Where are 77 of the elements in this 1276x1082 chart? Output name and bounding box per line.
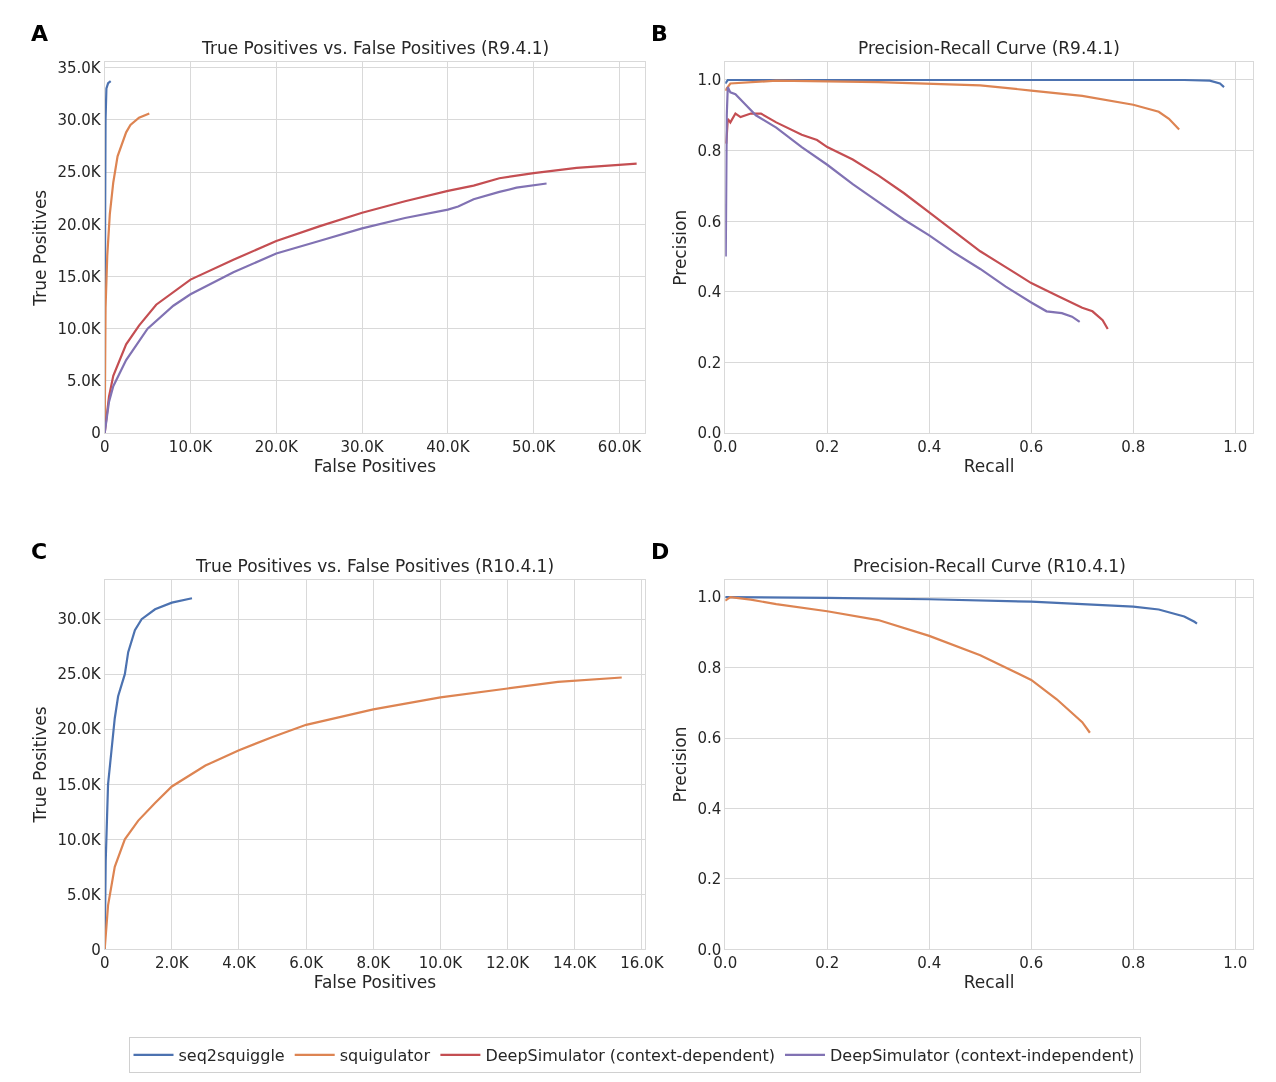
x-tick-label: 1.0 [1223,954,1248,973]
y-axis-title: Precision [669,726,690,803]
x-tick-label: 12.0K [485,954,531,973]
chart-title: Precision-Recall Curve (R9.4.1) [858,38,1120,58]
y-tick-label: 5.0K [66,372,102,391]
x-tick-label: 16.0K [620,954,665,973]
y-tick-label: 0 [91,424,101,443]
y-tick-label: 0.2 [697,870,722,889]
line-series [725,596,1091,734]
y-tick-label: 0.8 [697,141,722,160]
legend-label: seq2squiggle [178,1046,285,1066]
line-series [725,596,1199,625]
x-tick-label: 20.0K [254,438,300,457]
y-tick-label: 0.6 [697,729,722,748]
chart-title: Precision-Recall Curve (R10.4.1) [853,556,1126,576]
x-tick-label: 4.0K [222,954,257,973]
x-axis-title: Recall [963,971,1015,992]
y-tick-label: 20.0K [57,215,102,234]
x-tick-label: 30.0K [340,438,385,457]
y-tick-label: 35.0K [57,58,102,77]
x-tick-label: 2.0K [154,954,190,973]
y-tick-label: 0 [91,940,101,959]
y-tick-label: 30.0K [57,610,102,629]
x-axis-title: False Positives [313,972,437,993]
x-tick-label: 0.8 [1121,954,1146,973]
y-tick-label: 5.0K [66,885,102,904]
y-axis-title: True Positives [29,706,50,824]
y-tick-label: 1.0 [697,71,722,90]
line-series [725,85,1081,324]
line-series [725,79,1181,131]
y-tick-label: 30.0K [57,111,102,130]
legend-label: squigulator [339,1046,431,1066]
text: A [31,21,49,46]
x-tick-label: 0.6 [1019,438,1044,457]
chart-title: True Positives vs. False Positives (R10.4.1) [195,556,555,576]
y-tick-label: 10.0K [57,319,102,338]
x-tick-label: 0.4 [917,954,942,973]
line-series [104,182,548,434]
y-tick-label: 0.8 [697,658,722,677]
x-tick-label: 0.2 [815,438,840,457]
text: B [651,21,668,46]
x-tick-label: 0.4 [917,438,942,457]
legend-label: DeepSimulator (context-dependent) [485,1046,775,1066]
x-tick-label: 60.0K [597,438,643,457]
y-tick-label: 15.0K [57,267,102,286]
y-tick-label: 20.0K [57,720,102,739]
x-tick-label: 8.0K [356,954,392,973]
x-tick-label: 10.0K [418,954,464,973]
y-axis-title: True Positives [29,189,50,307]
y-tick-label: 0.2 [697,353,722,372]
x-tick-label: 40.0K [426,438,471,457]
text: D [651,539,670,564]
x-tick-label: 0.8 [1121,438,1146,457]
x-tick-label: 14.0K [553,954,598,973]
legend-label: DeepSimulator (context-independent) [829,1046,1135,1066]
x-tick-label: 50.0K [512,438,557,457]
x-tick-label: 0.2 [815,954,840,973]
y-axis-title: Precision [669,209,690,286]
y-tick-label: 10.0K [57,830,102,849]
x-axis-title: False Positives [313,456,437,477]
line-series [725,112,1109,331]
x-tick-label: 10.0K [168,438,214,457]
chart-title: True Positives vs. False Positives (R9.4.1) [201,38,550,58]
x-tick-label: 6.0K [289,954,325,973]
text: C [31,539,48,564]
x-axis-title: Recall [963,455,1015,476]
y-tick-label: 0.4 [697,799,722,818]
y-tick-label: 25.0K [57,163,102,182]
line-series [725,78,1226,89]
x-tick-label: 1.0 [1223,438,1248,457]
y-tick-label: 1.0 [697,588,722,607]
y-tick-label: 0.6 [697,212,722,231]
y-tick-label: 25.0K [57,665,102,684]
x-tick-label: 0.6 [1019,954,1044,973]
y-tick-label: 0.4 [697,283,722,302]
y-tick-label: 15.0K [57,775,102,794]
line-series [104,676,623,950]
